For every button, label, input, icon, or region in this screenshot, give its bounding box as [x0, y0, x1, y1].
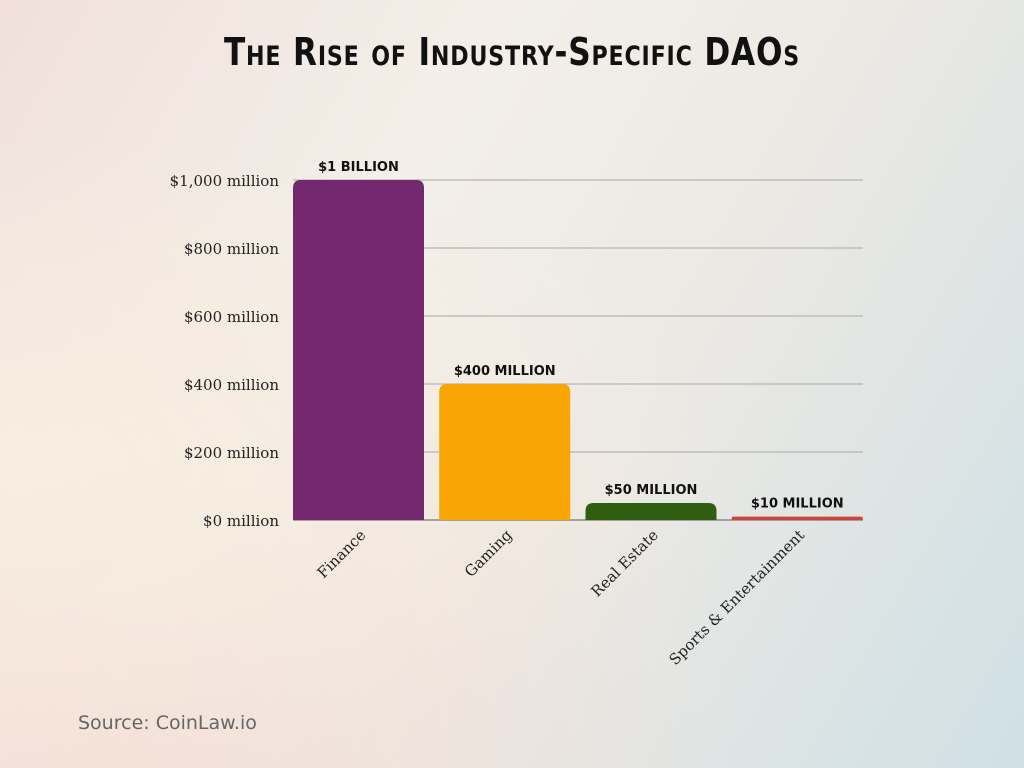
source-note: Source: CoinLaw.io — [78, 712, 257, 734]
y-tick-label: $600 million — [184, 308, 279, 326]
chart-title: The Rise of Industry-Specific DAOs — [223, 30, 801, 74]
x-tick-label: Finance — [314, 526, 370, 582]
y-tick-label: $1,000 million — [170, 172, 280, 190]
bar-real-estate — [585, 503, 717, 520]
data-label: $1 BILLION — [318, 160, 399, 175]
bar-finance — [293, 180, 424, 520]
y-tick-label: $200 million — [184, 444, 279, 462]
x-tick-label: Gaming — [461, 526, 516, 581]
bar-gaming — [439, 384, 571, 520]
data-label: $400 MILLION — [454, 364, 556, 379]
data-label: $50 MILLION — [605, 483, 698, 498]
y-tick-label: $0 million — [203, 512, 279, 530]
x-tick-label: Real Estate — [587, 526, 661, 600]
y-tick-label: $400 million — [184, 376, 279, 394]
bar-sports-entertainment — [731, 516, 863, 520]
data-label: $10 MILLION — [751, 497, 844, 512]
x-tick-label: Sports & Entertainment — [666, 526, 809, 669]
y-tick-label: $800 million — [184, 240, 279, 258]
